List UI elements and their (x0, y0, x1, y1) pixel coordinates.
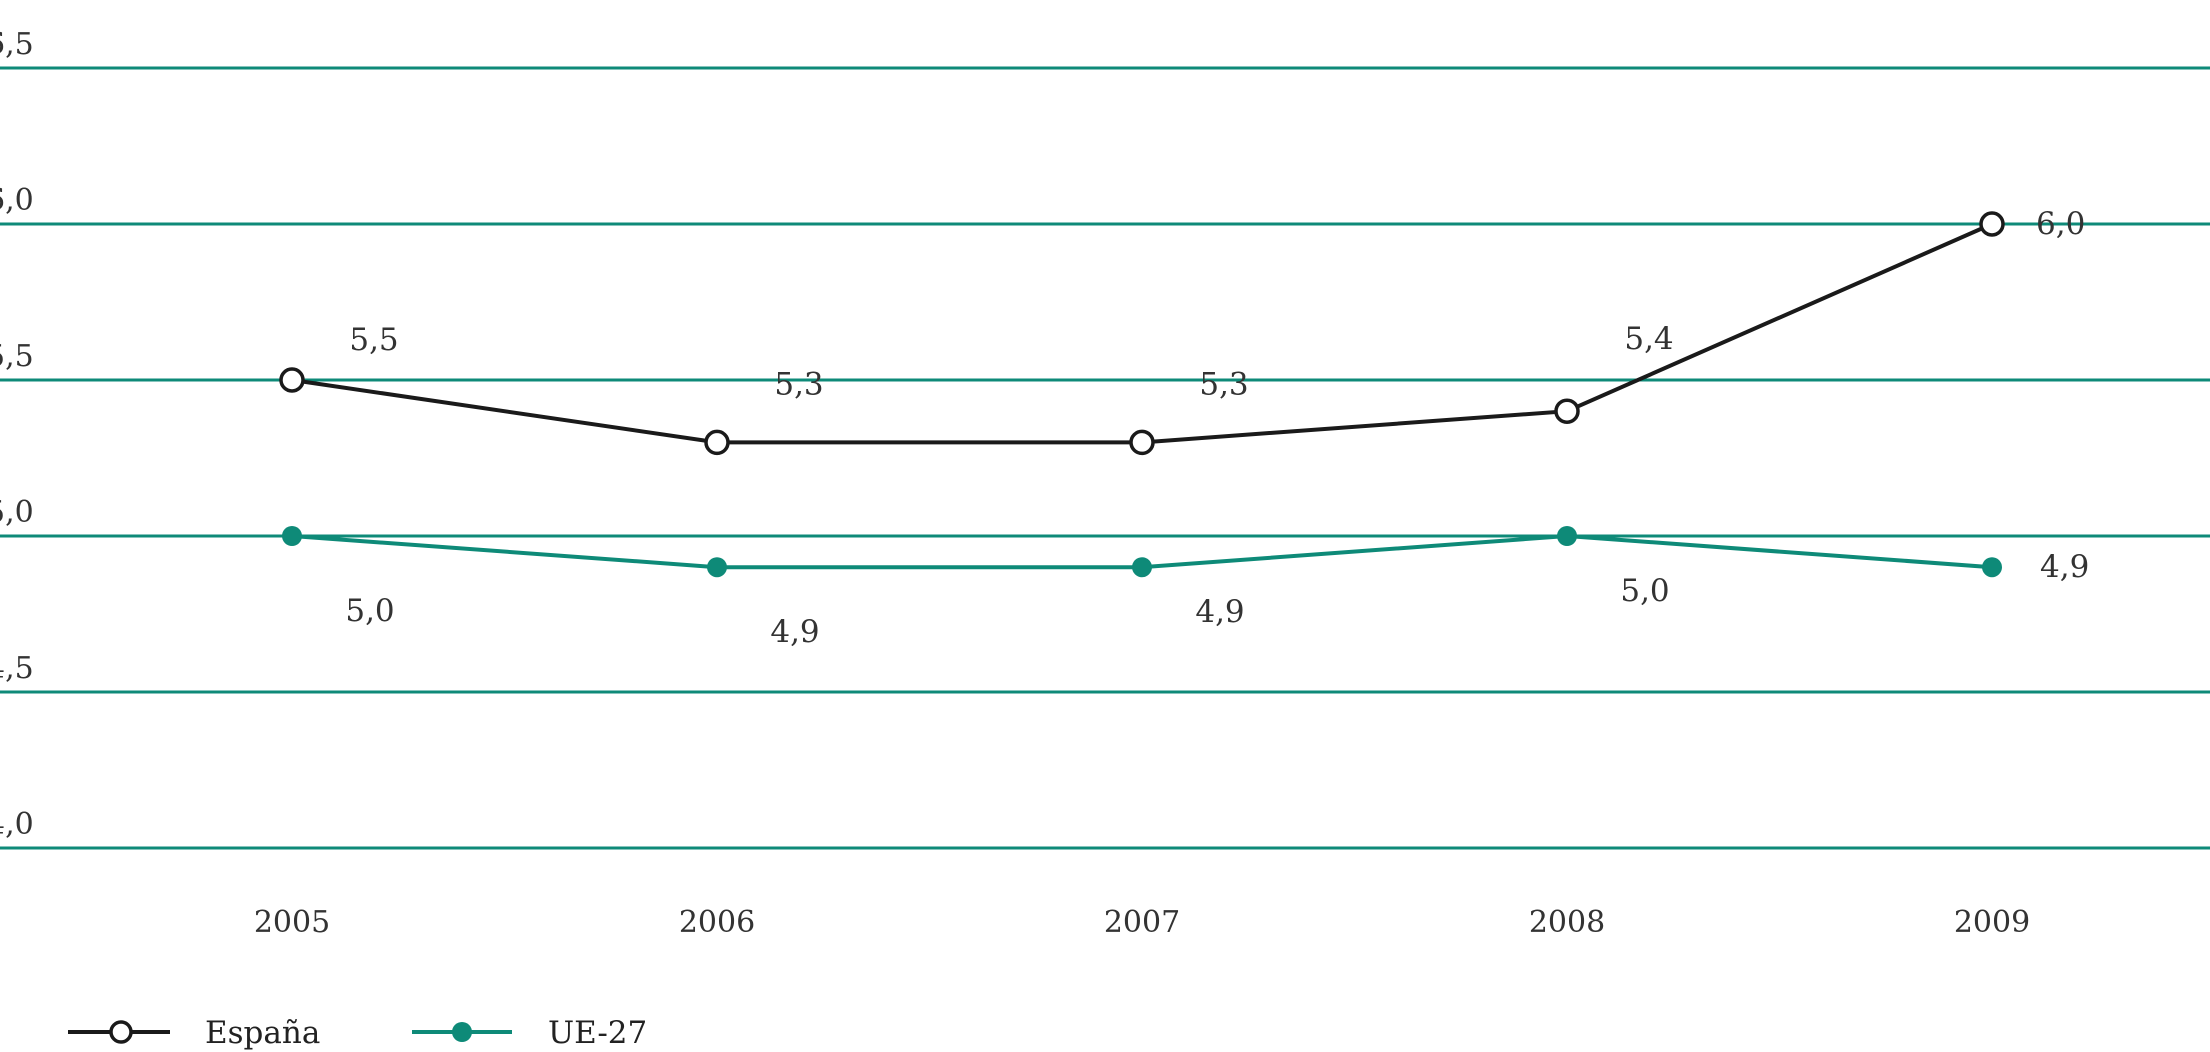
y-tick-label: 5,5 (0, 339, 34, 374)
x-axis-tick-labels: 2005 2006 2007 2008 2009 (254, 905, 2030, 940)
data-point[interactable] (1979, 211, 2005, 237)
legend: España UE-27 (68, 1015, 647, 1051)
x-tick-label: 2007 (1104, 905, 1180, 940)
data-point[interactable] (1557, 526, 1577, 546)
x-tick-label: 2006 (679, 905, 755, 940)
x-tick-label: 2009 (1954, 905, 2030, 940)
y-tick-label: 5,0 (0, 495, 34, 530)
x-tick-label: 2005 (254, 905, 330, 940)
data-label: 5,3 (1199, 366, 1248, 402)
series-line-espana (291, 222, 1993, 445)
data-point[interactable] (279, 367, 305, 393)
legend-ue27-label: UE-27 (548, 1015, 647, 1051)
legend-item-ue27[interactable]: UE-27 (412, 1015, 647, 1051)
y-axis-tick-labels: 6,5 6,0 5,5 5,0 4,5 4,0 (0, 27, 34, 842)
y-tick-label: 6,5 (0, 27, 34, 62)
series-layer (279, 211, 2005, 578)
data-point[interactable] (1554, 398, 1580, 424)
data-labels: 5,5 5,3 5,3 5,4 6,0 5,0 4,9 4,9 5,0 4,9 (345, 206, 2089, 650)
data-point[interactable] (704, 429, 730, 456)
data-label: 5,3 (774, 366, 823, 402)
data-label: 4,9 (770, 614, 819, 650)
data-label: 4,9 (2040, 549, 2089, 585)
x-tick-label: 2008 (1529, 905, 1605, 940)
y-tick-label: 4,0 (0, 807, 34, 842)
data-label: 6,0 (2036, 206, 2085, 242)
data-point[interactable] (1982, 557, 2002, 578)
data-point[interactable] (707, 557, 727, 578)
grid-lines (0, 66, 2210, 850)
legend-espana-label: España (205, 1015, 320, 1051)
data-point[interactable] (1132, 557, 1152, 578)
data-label: 5,0 (1620, 573, 1669, 609)
data-point[interactable] (1129, 429, 1155, 456)
y-tick-label: 6,0 (0, 183, 34, 218)
data-label: 4,9 (1195, 594, 1244, 630)
data-point[interactable] (282, 526, 302, 546)
legend-espana-marker (109, 1020, 133, 1044)
y-tick-label: 4,5 (0, 651, 34, 686)
legend-item-espana[interactable]: España (68, 1015, 320, 1051)
legend-ue27-marker (452, 1022, 472, 1042)
data-label: 5,5 (349, 322, 398, 358)
data-label: 5,0 (345, 593, 394, 629)
data-label: 5,4 (1624, 321, 1673, 357)
